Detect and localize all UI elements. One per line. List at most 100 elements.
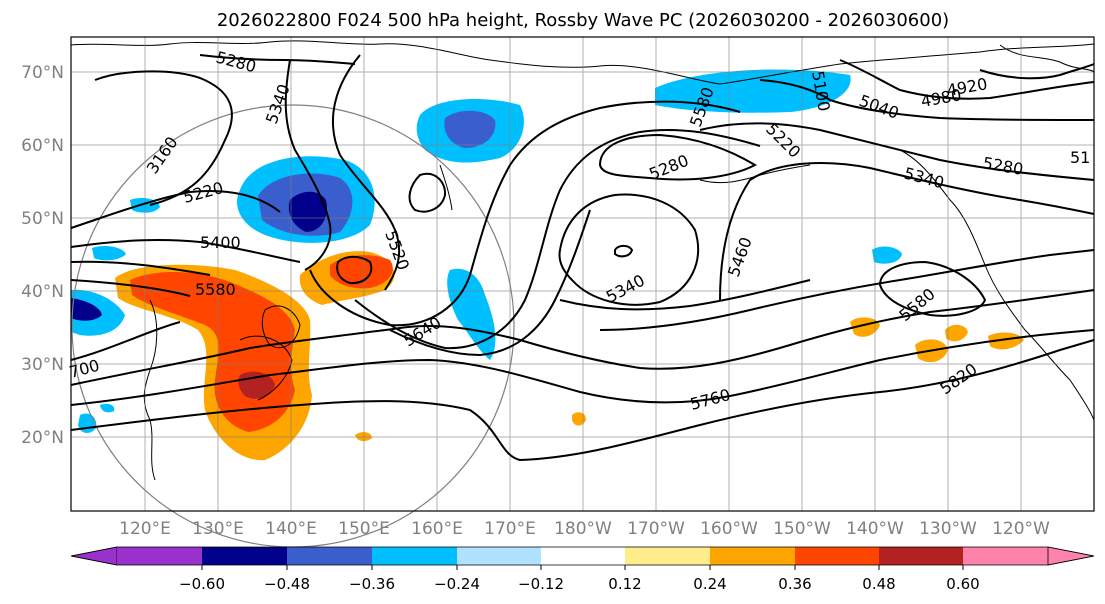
height-contour (70, 238, 301, 263)
contour-label: 5580 (195, 280, 236, 299)
colorbar-segment (625, 547, 710, 565)
colorbar-segment (710, 547, 795, 565)
map-panel: 5280 5340 3160 5220 5400 5580 5520 5640 … (67, 36, 1095, 548)
colorbar-tick-label: 0.60 (946, 575, 979, 593)
height-contour (284, 59, 332, 271)
height-contour (839, 59, 1095, 100)
lon-label: 180°W (554, 519, 612, 539)
colorbar-extend-max (1047, 546, 1095, 566)
height-contour (70, 260, 211, 276)
colorbar-segment (879, 547, 963, 565)
height-contour (599, 249, 1095, 331)
height-contour (389, 209, 591, 357)
height-contour (70, 339, 1095, 462)
negative-anomaly-patch (288, 191, 328, 232)
colorbar-tick-label: 0.36 (778, 575, 811, 593)
lon-label: 120°E (119, 519, 171, 539)
positive-anomaly-patch (330, 255, 393, 289)
height-contour (558, 193, 700, 306)
height-contour (719, 162, 1095, 301)
height-contours (70, 54, 1095, 462)
lat-label: 60°N (21, 136, 64, 156)
height-contour (70, 321, 181, 361)
height-contour (979, 63, 1095, 80)
coastline (70, 40, 1095, 85)
height-contour (70, 190, 281, 229)
height-contour (559, 279, 811, 311)
colorbar-segment (963, 547, 1048, 565)
negative-anomaly-patch (100, 403, 115, 413)
negative-anomaly-patch (444, 110, 496, 148)
height-contour (70, 329, 1095, 406)
lon-label: 140°E (265, 519, 317, 539)
height-contour (759, 79, 1095, 121)
colorbar-segment (117, 547, 202, 565)
lat-label: 40°N (21, 282, 64, 302)
colorbar-tick-label: −0.12 (518, 575, 564, 593)
lon-label: 140°W (846, 519, 904, 539)
longitude-labels: 120°E 130°E 140°E 150°E 160°E 170°E 180°… (119, 519, 1050, 539)
height-contour (699, 122, 1095, 181)
lon-label: 160°W (700, 519, 758, 539)
colorbar-outline (70, 546, 1095, 566)
contour-label: 5400 (200, 233, 241, 252)
colorbar-tick-label: 0.24 (693, 575, 726, 593)
colorbar-segment (202, 547, 287, 565)
height-contour (94, 70, 233, 206)
colorbar-segment (541, 547, 625, 565)
lat-label: 20°N (21, 428, 64, 448)
negative-anomaly-patch (872, 246, 902, 264)
colorbar-tick-label: 0.48 (862, 575, 895, 593)
colorbar-tick-label: −0.60 (179, 575, 225, 593)
lat-label: 70°N (21, 63, 64, 83)
lon-label: 130°E (192, 519, 244, 539)
height-contour (354, 128, 761, 350)
colorbar-ticks (201, 565, 964, 570)
latitude-labels: 70°N 60°N 50°N 40°N 30°N 20°N (21, 63, 64, 448)
colorbar: −0.60 −0.48 −0.36 −0.24 −0.12 0.12 0.24 … (70, 546, 1095, 593)
coastline (699, 164, 811, 184)
height-contour (199, 54, 356, 65)
lon-label: 170°W (627, 519, 685, 539)
lon-label: 120°W (992, 519, 1050, 539)
height-contour (70, 289, 1095, 386)
figure-title: 2026022800 F024 500 hPa height, Rossby W… (217, 10, 949, 31)
colorbar-tick-label: −0.36 (349, 575, 395, 593)
coastline (239, 335, 293, 401)
negative-anomaly-patch (447, 268, 496, 360)
coastline (261, 305, 301, 349)
lon-label: 150°E (338, 519, 390, 539)
positive-anomaly-patch (945, 324, 968, 342)
height-contour (408, 172, 447, 213)
colorbar-segment (457, 547, 541, 565)
lon-label: 170°E (484, 519, 536, 539)
lat-label: 50°N (21, 209, 64, 229)
coastline (439, 164, 453, 211)
colorbar-tick-label: −0.24 (434, 575, 480, 593)
lat-label: 30°N (21, 355, 64, 375)
graticule (71, 37, 1094, 511)
height-contour (336, 255, 373, 285)
height-contour (878, 260, 987, 317)
positive-anomaly-patch (988, 332, 1024, 350)
colorbar-segment (287, 547, 372, 565)
colorbar-extend-min (70, 546, 118, 566)
coastline (999, 44, 1095, 73)
colorbar-segment (795, 547, 879, 565)
height-contour (332, 54, 401, 291)
lon-label: 150°W (773, 519, 831, 539)
coastlines (70, 40, 1095, 481)
height-contour (614, 244, 634, 258)
height-contour (598, 133, 758, 181)
negative-anomaly-patch (71, 298, 102, 321)
lon-label: 160°E (411, 519, 463, 539)
colorbar-tick-label: 0.12 (608, 575, 641, 593)
negative-anomaly-patch (92, 246, 126, 261)
colorbar-tick-label: −0.48 (264, 575, 310, 593)
colorbar-segment (372, 547, 457, 565)
map-frame (70, 36, 1095, 512)
height-contour (309, 100, 741, 327)
contour-label: 51 (1070, 148, 1090, 167)
height-contour (70, 279, 191, 297)
